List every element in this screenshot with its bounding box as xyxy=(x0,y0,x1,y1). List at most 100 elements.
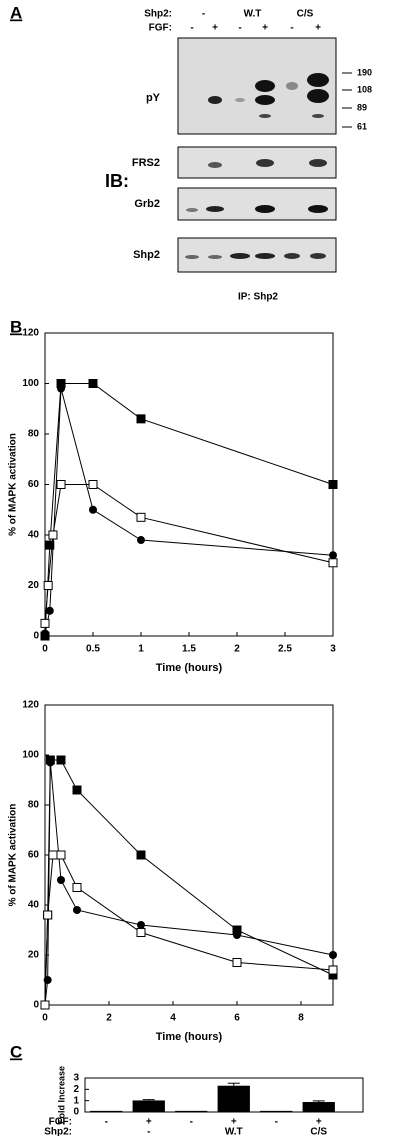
band xyxy=(307,89,329,103)
shp2-group: W.T xyxy=(244,9,262,20)
point xyxy=(329,551,337,560)
point xyxy=(72,785,82,795)
fgf-sign: + xyxy=(262,23,268,34)
point xyxy=(56,480,66,489)
point xyxy=(43,910,53,920)
point xyxy=(57,876,65,884)
shp2-group: C/S xyxy=(310,1127,327,1136)
bar xyxy=(132,1100,165,1112)
panel-label: A xyxy=(10,3,22,22)
x-tick-label: 8 xyxy=(298,1013,304,1024)
shp2-label: Shp2: xyxy=(44,1127,72,1136)
band xyxy=(307,73,329,87)
x-tick-label: 4 xyxy=(170,1013,176,1024)
band xyxy=(255,95,275,105)
band xyxy=(206,206,224,212)
mw-marker: 89 xyxy=(357,102,367,112)
y-tick-label: 3 xyxy=(73,1073,79,1084)
band xyxy=(255,205,275,213)
y-tick-label: 40 xyxy=(28,900,40,911)
ib-label: IB: xyxy=(105,171,129,191)
band xyxy=(255,253,275,259)
bar xyxy=(217,1085,250,1112)
shp2-group: - xyxy=(147,1127,150,1136)
y-tick-label: 2 xyxy=(73,1084,79,1095)
y-tick-label: 120 xyxy=(22,700,39,711)
band xyxy=(255,80,275,92)
x-tick-label: 0 xyxy=(42,644,48,655)
point xyxy=(72,883,82,892)
shp2-group: C/S xyxy=(297,9,314,20)
point xyxy=(136,414,146,424)
point xyxy=(233,931,241,939)
band xyxy=(208,96,222,104)
band xyxy=(259,114,271,118)
point xyxy=(73,906,81,914)
point xyxy=(48,850,58,860)
panel-label: C xyxy=(10,1042,22,1061)
y-tick-label: 0 xyxy=(33,631,39,642)
ip-label: IP: Shp2 xyxy=(238,292,278,303)
series-line xyxy=(44,759,334,1006)
point xyxy=(43,976,52,984)
blot-label: pY xyxy=(146,92,161,104)
band xyxy=(185,255,199,259)
point xyxy=(88,480,98,489)
band xyxy=(312,114,324,118)
point xyxy=(40,1000,50,1010)
x-tick-label: 2 xyxy=(234,644,240,655)
y-tick-label: 20 xyxy=(28,580,40,591)
fgf-label: FGF: xyxy=(49,1117,72,1128)
band xyxy=(256,159,274,167)
fgf-sign: + xyxy=(316,1117,322,1128)
y-tick-label: 80 xyxy=(28,800,40,811)
series-line xyxy=(44,762,334,1006)
series-line xyxy=(44,388,334,634)
point xyxy=(57,384,66,393)
x-tick-label: 3 xyxy=(330,644,336,655)
band xyxy=(309,159,327,167)
y-tick-label: 100 xyxy=(22,378,39,389)
panel-label: B xyxy=(10,317,22,336)
x-tick-label: 0.5 xyxy=(86,644,100,655)
fgf-sign: - xyxy=(105,1117,108,1128)
mw-marker: 190 xyxy=(357,67,372,77)
y-axis-label: Fold Increase xyxy=(56,1066,66,1124)
bar xyxy=(302,1102,335,1112)
point xyxy=(45,606,54,615)
band xyxy=(235,98,245,102)
bar xyxy=(175,1110,208,1112)
point xyxy=(136,928,146,937)
y-tick-label: 0 xyxy=(73,1107,79,1118)
band xyxy=(286,82,298,90)
x-tick-label: 1 xyxy=(138,644,144,655)
band xyxy=(208,255,222,259)
shp2-group: W.T xyxy=(225,1127,243,1136)
point xyxy=(45,540,55,550)
point xyxy=(56,850,66,860)
fgf-sign: + xyxy=(315,23,321,34)
y-tick-label: 80 xyxy=(28,429,40,440)
y-tick-label: 100 xyxy=(22,750,39,761)
series-line xyxy=(44,484,334,624)
y-tick-label: 60 xyxy=(28,479,40,490)
point xyxy=(88,379,98,388)
band xyxy=(308,205,328,213)
y-tick-label: 1 xyxy=(73,1095,79,1106)
band xyxy=(186,208,198,212)
y-axis-label: % of MAPK activation xyxy=(8,804,19,907)
x-axis-label: Time (hours) xyxy=(156,662,223,674)
y-tick-label: 20 xyxy=(28,950,40,961)
x-tick-label: 1.5 xyxy=(182,644,196,655)
x-tick-label: 0 xyxy=(42,1013,48,1024)
blot-label: Grb2 xyxy=(134,198,160,210)
fgf-sign: + xyxy=(146,1117,152,1128)
fgf-sign: - xyxy=(190,1117,193,1128)
point xyxy=(136,850,146,860)
fgf-sign: - xyxy=(290,23,293,34)
point xyxy=(41,629,49,638)
bar xyxy=(90,1110,123,1112)
point xyxy=(46,758,55,767)
shp2-group: - xyxy=(202,9,205,20)
